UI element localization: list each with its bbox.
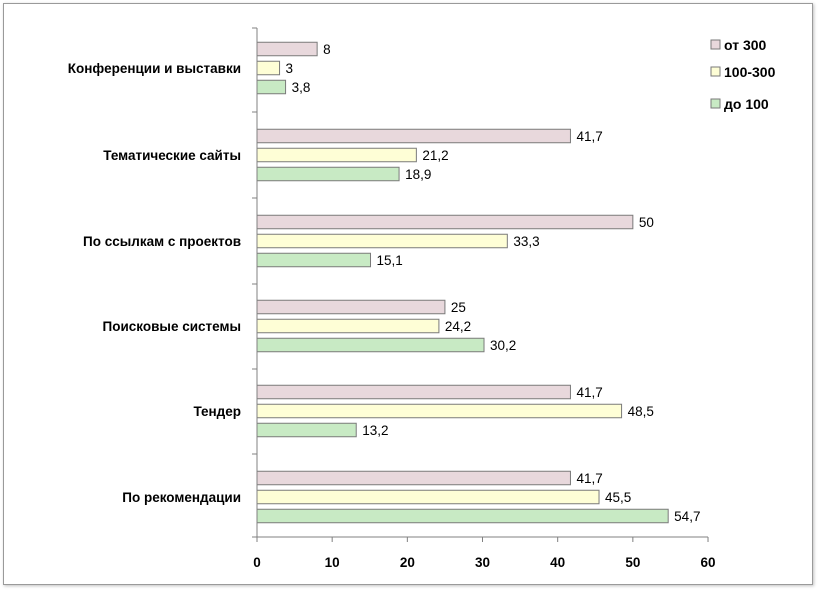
bar bbox=[256, 41, 318, 57]
bar bbox=[256, 489, 600, 505]
data-label: 21,2 bbox=[422, 148, 448, 163]
bar bbox=[256, 147, 417, 163]
category-label: Поисковые системы bbox=[103, 319, 241, 334]
legend-label: 100-300 bbox=[724, 64, 776, 80]
legend-label: от 300 bbox=[724, 37, 767, 53]
data-label: 48,5 bbox=[628, 404, 654, 419]
bar bbox=[256, 233, 508, 249]
bar bbox=[256, 299, 446, 315]
data-label: 41,7 bbox=[576, 129, 602, 144]
bar bbox=[256, 214, 634, 230]
bar bbox=[256, 252, 372, 268]
data-label: 45,5 bbox=[605, 490, 631, 505]
data-label: 30,2 bbox=[490, 338, 516, 353]
data-label: 41,7 bbox=[576, 385, 602, 400]
bar bbox=[256, 422, 357, 438]
x-tick-label: 50 bbox=[625, 555, 640, 570]
bar bbox=[256, 470, 571, 486]
x-tick-label: 40 bbox=[550, 555, 565, 570]
data-label: 54,7 bbox=[674, 509, 700, 524]
x-tick-label: 20 bbox=[400, 555, 415, 570]
bar bbox=[256, 337, 485, 353]
bar bbox=[256, 403, 623, 419]
chart-frame bbox=[3, 3, 813, 585]
bar bbox=[256, 60, 281, 76]
bar bbox=[256, 508, 669, 524]
x-tick-label: 10 bbox=[325, 555, 340, 570]
data-label: 25 bbox=[451, 300, 466, 315]
x-tick-label: 30 bbox=[475, 555, 490, 570]
bar bbox=[256, 166, 400, 182]
legend-label: до 100 bbox=[724, 96, 769, 112]
bar bbox=[256, 79, 287, 95]
data-label: 41,7 bbox=[576, 471, 602, 486]
data-label: 18,9 bbox=[405, 167, 431, 182]
bar bbox=[256, 384, 571, 400]
x-tick-label: 60 bbox=[701, 555, 716, 570]
legend-swatch bbox=[710, 39, 721, 50]
data-label: 3 bbox=[286, 61, 294, 76]
category-label: Тендер bbox=[193, 404, 241, 419]
category-label: По ссылкам с проектов bbox=[83, 234, 241, 249]
data-label: 13,2 bbox=[362, 423, 388, 438]
x-tick-label: 0 bbox=[253, 555, 261, 570]
data-label: 50 bbox=[639, 215, 654, 230]
data-label: 15,1 bbox=[377, 253, 403, 268]
legend-swatch bbox=[710, 98, 721, 109]
category-label: Тематические сайты bbox=[103, 148, 241, 163]
data-label: 33,3 bbox=[513, 234, 539, 249]
bar bbox=[256, 318, 440, 334]
category-label: По рекомендации bbox=[122, 490, 241, 505]
category-label: Конференции и выставки bbox=[68, 61, 241, 76]
data-label: 8 bbox=[323, 42, 331, 57]
data-label: 3,8 bbox=[292, 80, 311, 95]
bar bbox=[256, 128, 571, 144]
legend-swatch bbox=[710, 66, 721, 77]
data-label: 24,2 bbox=[445, 319, 471, 334]
